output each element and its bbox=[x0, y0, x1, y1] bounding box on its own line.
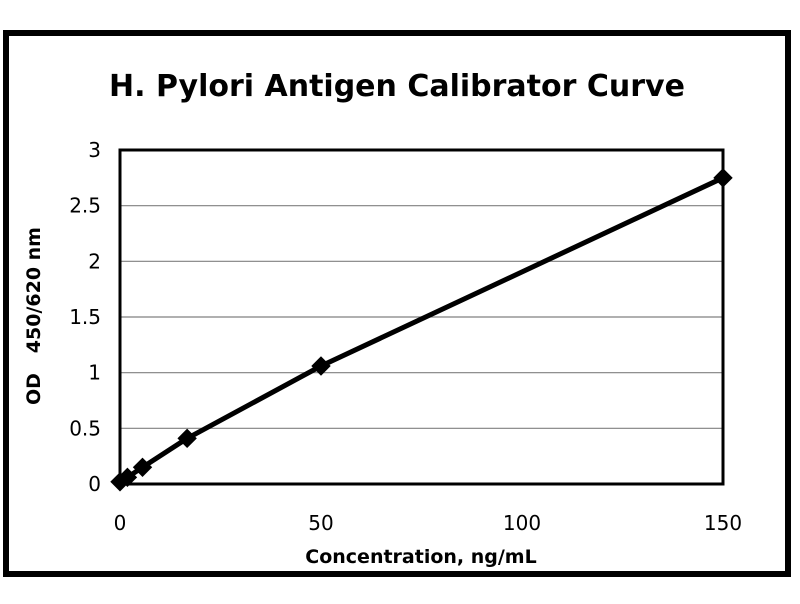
y-axis-title: OD 450/620 nm bbox=[23, 227, 45, 405]
y-tick-label: 2.5 bbox=[69, 194, 101, 218]
y-tick-label: 1 bbox=[88, 361, 101, 385]
data-point-marker bbox=[311, 356, 331, 376]
x-tick-label: 50 bbox=[308, 511, 333, 535]
plot-area-border bbox=[118, 148, 725, 486]
y-tick-label: 3 bbox=[88, 138, 101, 162]
x-axis-title: Concentration, ng/mL bbox=[305, 546, 536, 568]
y-tick-label: 0 bbox=[88, 472, 101, 496]
y-tick-label: 2 bbox=[88, 249, 101, 273]
data-point-marker bbox=[132, 457, 153, 478]
y-tick-label: 1.5 bbox=[69, 305, 101, 329]
data-point-marker bbox=[177, 428, 197, 449]
x-tick-label: 0 bbox=[114, 511, 127, 535]
chart-title: H. Pylori Antigen Calibrator Curve bbox=[109, 69, 685, 104]
data-point-marker bbox=[713, 168, 733, 188]
x-tick-label: 150 bbox=[704, 511, 742, 535]
chart-outer-border bbox=[3, 30, 791, 577]
data-series bbox=[110, 168, 733, 492]
y-tick-labels: 0 0.5 1 1.5 2 2.5 3 bbox=[69, 138, 101, 496]
y-tick-label: 0.5 bbox=[69, 416, 101, 440]
x-tick-labels: 0 50 100 150 bbox=[114, 511, 742, 535]
data-point-marker bbox=[117, 467, 138, 488]
x-tick-label: 100 bbox=[503, 511, 541, 535]
